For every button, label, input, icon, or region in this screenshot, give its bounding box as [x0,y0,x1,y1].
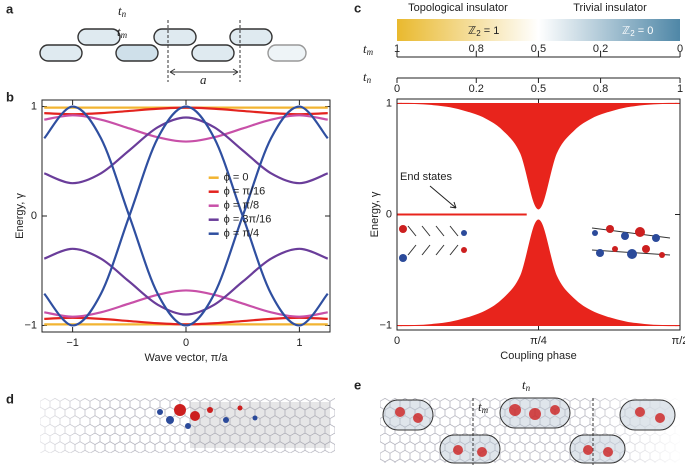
coupling-label: tn [118,3,127,19]
plot [43,105,329,327]
plot-frame [41,99,331,333]
invariant-label: ℤ2 = 0 [622,25,653,38]
scale-tick-label: 0.5 [531,43,546,55]
scale-tick-label: 0 [677,43,683,55]
x-tick-label: 0 [183,337,189,349]
panel-label: a [6,1,14,16]
scale-sub: m [367,47,374,57]
annotation-arrow [429,185,457,209]
scale-sub: n [367,75,372,85]
scale-symbol: t [363,69,367,84]
y-axis-label: Energy, γ [14,193,26,239]
annotation: End states [400,171,452,183]
panel-label: c [354,0,361,15]
band-curve [43,247,329,316]
x-tick-label: −1 [66,337,79,349]
y-tick-label: −1 [379,319,392,331]
phase-bar [397,19,680,41]
invariant-label: ℤ2 = 1 [468,25,499,38]
legend-label: ϕ = π/8 [224,200,259,212]
plot-frame [396,98,681,331]
legend-label: ϕ = π/16 [224,186,266,198]
scale-tick-label: 1 [677,83,683,95]
lattice-ribbon [380,397,680,465]
scale-name: tm [363,41,374,57]
period-label: a [200,72,207,87]
period-arrow [169,68,239,76]
panel-label: b [6,89,14,104]
y-axis-label: Energy, γ [369,191,381,237]
y-tick-label: 0 [386,208,392,220]
y-tick-label: −1 [24,319,37,331]
x-tick-label: 1 [296,337,302,349]
scale-tick-label: 0.2 [593,43,608,55]
scale-tick-label: 0.8 [469,43,484,55]
scale-tick-label: 1 [394,43,400,55]
x-tick-label: 0 [394,335,400,347]
lattice-ribbon [40,398,335,453]
panel-label: e [354,377,361,392]
scale-tick-label: 0.8 [593,83,608,95]
scale-tick-label: 0.2 [469,83,484,95]
x-axis-label: Wave vector, π/a [145,352,229,364]
coupling-label: tm [117,24,128,40]
x-tick-label: π/4 [530,335,547,347]
scale-symbol: t [363,41,367,56]
phase-label: Topological insulator [408,2,508,14]
legend-label: ϕ = π/4 [224,228,259,240]
band-curve [44,289,328,318]
y-tick-label: 1 [31,100,37,112]
phase-label: Trivial insulator [573,2,647,14]
band-curve [43,116,329,185]
coupling-label: tn [522,377,531,393]
legend-label: ϕ = 0 [224,172,249,184]
y-tick-label: 1 [386,97,392,109]
band-curve [43,105,329,327]
coupling-label: tm [478,399,489,415]
y-tick-label: 0 [31,210,37,222]
dimer-chain [39,28,307,62]
scale-tick-label: 0 [394,83,400,95]
x-axis-label: Coupling phase [500,350,576,362]
edge-schematic [399,225,671,262]
band-curve [43,105,329,327]
band-curve [44,114,328,143]
bulk-band [396,102,681,210]
scale-name: tn [363,69,372,85]
panel-label: d [6,391,14,406]
legend-label: ϕ = 3π/16 [224,214,272,226]
scale-tick-label: 0.5 [531,83,546,95]
x-tick-label: π/2 [672,335,685,347]
